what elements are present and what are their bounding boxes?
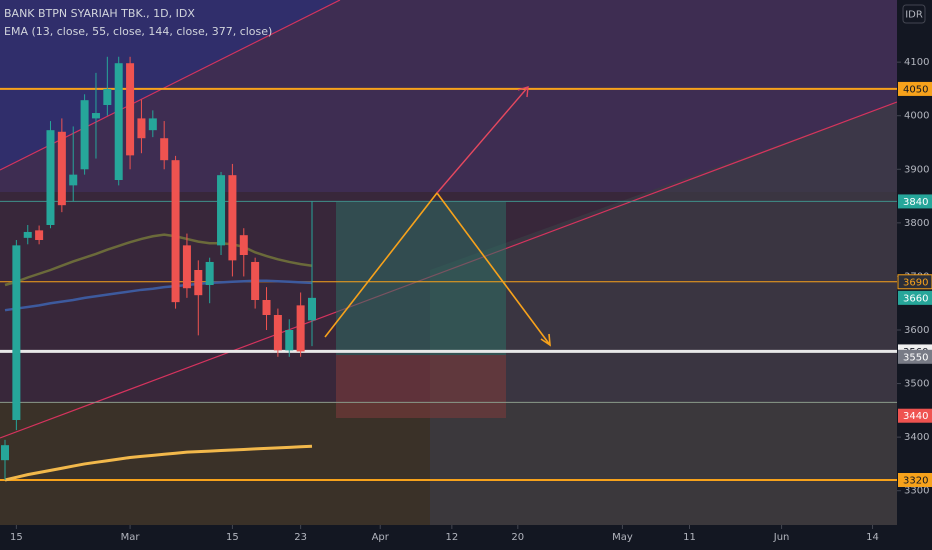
x-tick-label: 23	[294, 532, 307, 543]
x-tick-label: 12	[445, 532, 458, 543]
price-label-box	[898, 290, 932, 305]
candle-body	[171, 160, 180, 303]
candle-body	[262, 300, 271, 315]
x-tick-label: Mar	[121, 532, 141, 543]
x-tick-label: 14	[866, 532, 879, 543]
y-tick-label: 3900	[904, 164, 929, 175]
candle-body	[103, 88, 112, 105]
candle-body	[273, 315, 282, 351]
x-tick-label: May	[612, 532, 633, 543]
x-tick-label: Apr	[372, 532, 390, 543]
y-tick-label: 4000	[904, 111, 929, 122]
candle-body	[285, 330, 294, 351]
y-tick-label: 3600	[904, 325, 929, 336]
candle-body	[46, 130, 55, 225]
candle-body	[35, 230, 44, 240]
currency: IDR	[905, 10, 923, 21]
price-label: 3660	[903, 293, 928, 304]
y-tick-label: 4100	[904, 57, 929, 68]
candle-body	[12, 245, 21, 420]
candle-body	[148, 118, 157, 131]
candle-body	[160, 138, 169, 161]
indicator-line	[4, 279, 313, 312]
candle-body	[1, 445, 10, 461]
y-tick-label: 3400	[904, 432, 929, 443]
candle-body	[182, 245, 191, 289]
candle-body	[194, 270, 203, 296]
candle-body	[205, 261, 214, 285]
candle-body	[239, 235, 248, 255]
price-label-box	[898, 408, 932, 423]
candle-body	[308, 297, 316, 321]
price-label: 3440	[903, 411, 928, 422]
x-tick-label: 15	[226, 532, 239, 543]
price-label-box	[898, 473, 932, 487]
chart-title: BANK BTPN SYARIAH TBK., 1D, IDX	[4, 7, 195, 20]
indicator-line	[4, 444, 313, 482]
levels	[0, 87, 897, 481]
x-tick-label: 11	[683, 532, 696, 543]
axis: 33003400350036003700380039004000410015Ma…	[10, 57, 932, 543]
price-label: 4050	[903, 84, 928, 95]
candle-body	[296, 305, 305, 352]
price-label-box	[898, 194, 932, 209]
candle-body	[69, 174, 78, 186]
position-stop	[336, 355, 506, 418]
price-label-box	[898, 349, 932, 364]
candle-body	[114, 63, 123, 180]
indicator-legend: EMA (13, close, 55, close, 144, close, 3…	[4, 25, 272, 38]
position-target	[336, 202, 506, 355]
candle-body	[251, 261, 260, 300]
x-tick-label: 15	[10, 532, 23, 543]
candle-body	[91, 113, 100, 119]
candle-body	[228, 175, 237, 261]
currency-box	[902, 4, 926, 24]
price-label: 3840	[903, 197, 928, 208]
x-tick-label: 20	[511, 532, 524, 543]
price-label-box	[897, 274, 932, 290]
price-label-box	[898, 81, 932, 96]
channel-upper-line	[0, 0, 341, 171]
target-arrow	[436, 86, 529, 194]
arrow-head	[540, 333, 551, 347]
candle-body	[217, 175, 226, 246]
candle-body	[126, 63, 135, 156]
candle-body	[137, 118, 146, 139]
arrow-head	[517, 86, 529, 98]
y-tick-label: 3800	[904, 218, 929, 229]
indicator-line	[4, 233, 313, 287]
channel-right-fill	[430, 102, 897, 525]
price-label: 3550	[903, 352, 928, 363]
time-axis	[0, 525, 897, 550]
candle-body	[80, 100, 89, 170]
candle-body	[57, 131, 66, 206]
price-label: 3690	[903, 277, 928, 288]
y-tick-label: 3300	[904, 486, 929, 497]
plot	[1, 56, 316, 482]
x-tick-label: Jun	[773, 532, 790, 543]
y-tick-label: 3500	[904, 379, 929, 390]
candle-body	[23, 231, 32, 238]
price-label: 3320	[903, 476, 928, 487]
